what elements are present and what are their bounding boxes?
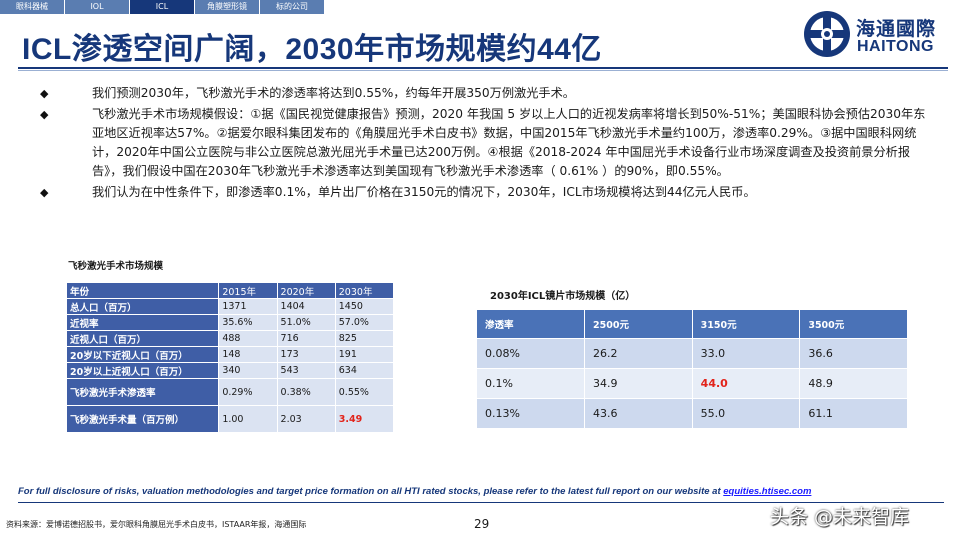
table-row: 0.1% 34.9 44.0 48.9: [475, 368, 908, 399]
tab-ortho-k[interactable]: 角膜塑形镜: [195, 0, 259, 14]
table-cell: 1404: [276, 298, 336, 315]
disclaimer-link[interactable]: equities.htisec.com: [723, 486, 812, 497]
diamond-bullet-icon: ◆: [40, 186, 49, 199]
header-cell: 2500元: [584, 309, 693, 339]
table-cell: 1.00: [218, 405, 278, 433]
icl-table-title: 2030年ICL镜片市场规模（亿）: [490, 291, 636, 302]
table-row: 飞秒激光手术量（百万例） 1.00 2.03 3.49: [65, 405, 395, 433]
row-label: 总人口（百万）: [65, 298, 220, 315]
row-label: 近视人口（百万）: [65, 330, 220, 347]
highlighted-cell: 3.49: [334, 405, 395, 433]
table-header-row: 渗透率 2500元 3150元 3500元: [475, 309, 908, 339]
tab-icl[interactable]: ICL: [130, 0, 194, 14]
disclaimer-text: For full disclosure of risks, valuation …: [18, 486, 721, 497]
page-title: ICL渗透空间广阔，2030年市场规模约44亿: [22, 33, 602, 66]
table-cell: 51.0%: [276, 314, 336, 331]
tab-target-companies[interactable]: 标的公司: [260, 0, 324, 14]
page-number: 29: [474, 517, 490, 531]
header-cell: 2020年: [276, 282, 336, 299]
table-row: 0.13% 43.6 55.0 61.1: [475, 398, 908, 429]
table-cell: 716: [276, 330, 336, 347]
table-cell: 0.29%: [218, 378, 278, 406]
table-row: 近视人口（百万） 488 716 825: [65, 330, 395, 347]
table-cell: 0.38%: [276, 378, 336, 406]
bullet-item: ◆ 我们认为在中性条件下，即渗透率0.1%，单片出厂价格在3150元的情况下，2…: [40, 183, 928, 202]
table-header-row: 年份 2015年 2020年 2030年: [65, 282, 395, 299]
table-cell: 43.6: [584, 398, 693, 429]
table-cell: 340: [218, 362, 278, 379]
table-row: 20岁以下近视人口（百万） 148 173 191: [65, 346, 395, 363]
logo-english-name: HAITONG: [857, 38, 934, 55]
tab-iol[interactable]: IOL: [65, 0, 129, 14]
table-cell: 825: [334, 330, 395, 347]
table-cell: 57.0%: [334, 314, 395, 331]
row-label: 0.08%: [475, 338, 586, 369]
row-label: 0.1%: [475, 368, 586, 399]
femto-market-table: 年份 2015年 2020年 2030年 总人口（百万） 1371 1404 1…: [65, 282, 395, 433]
header-cell: 2015年: [218, 282, 278, 299]
table-row: 0.08% 26.2 33.0 36.6: [475, 338, 908, 369]
table-cell: 34.9: [584, 368, 693, 399]
header-cell: 渗透率: [475, 309, 586, 339]
table-row: 总人口（百万） 1371 1404 1450: [65, 298, 395, 315]
table-cell: 634: [334, 362, 395, 379]
bullet-text: 我们认为在中性条件下，即渗透率0.1%，单片出厂价格在3150元的情况下，203…: [92, 185, 756, 199]
source-note: 资料来源：爱博诺德招股书，爱尔眼科角膜屈光手术白皮书，ISTAAR年报，海通国际: [6, 520, 307, 529]
header-divider-thin: [18, 70, 948, 71]
row-label: 20岁以上近视人口（百万）: [65, 362, 220, 379]
table-cell: 36.6: [799, 338, 908, 369]
diamond-bullet-icon: ◆: [40, 87, 49, 100]
table-cell: 191: [334, 346, 395, 363]
table-cell: 35.6%: [218, 314, 278, 331]
header-cell: 年份: [65, 282, 220, 299]
table-cell: 2.03: [276, 405, 336, 433]
header-cell: 2030年: [334, 282, 395, 299]
table-cell: 26.2: [584, 338, 693, 369]
row-label: 0.13%: [475, 398, 586, 429]
table-cell: 61.1: [799, 398, 908, 429]
icl-market-table: 渗透率 2500元 3150元 3500元 0.08% 26.2 33.0 36…: [475, 309, 908, 429]
row-label: 近视率: [65, 314, 220, 331]
bullet-list: ◆ 我们预测2030年，飞秒激光手术的渗透率将达到0.55%，约每年开展350万…: [40, 84, 928, 204]
haitong-logo: 海通國際 HAITONG: [800, 8, 950, 60]
header-cell: 3500元: [799, 309, 908, 339]
diamond-bullet-icon: ◆: [40, 108, 49, 121]
bullet-item: ◆ 我们预测2030年，飞秒激光手术的渗透率将达到0.55%，约每年开展350万…: [40, 84, 928, 103]
table-cell: 173: [276, 346, 336, 363]
bullet-text: 我们预测2030年，飞秒激光手术的渗透率将达到0.55%，约每年开展350万例激…: [92, 86, 575, 100]
table-cell: 48.9: [799, 368, 908, 399]
table-row: 近视率 35.6% 51.0% 57.0%: [65, 314, 395, 331]
row-label: 飞秒激光手术渗透率: [65, 378, 220, 406]
section-tabs: 眼科器械 IOL ICL 角膜塑形镜 标的公司: [0, 0, 325, 14]
bullet-text: 飞秒激光手术市场规模假设：①据《国民视觉健康报告》预测，2020 年我国 5 岁…: [92, 107, 926, 178]
watermark: 头条 @未来智库: [770, 506, 910, 528]
table-cell: 0.55%: [334, 378, 395, 406]
femto-table-title: 飞秒激光手术市场规模: [68, 261, 164, 272]
table-cell: 33.0: [691, 338, 801, 369]
haitong-emblem-icon: [804, 11, 850, 57]
table-cell: 488: [218, 330, 278, 347]
highlighted-cell: 44.0: [691, 368, 801, 399]
header-cell: 3150元: [691, 309, 801, 339]
table-cell: 1371: [218, 298, 278, 315]
footer-divider: [18, 502, 944, 503]
disclaimer: For full disclosure of risks, valuation …: [18, 486, 811, 497]
tab-ophthalmic-devices[interactable]: 眼科器械: [0, 0, 64, 14]
logo-chinese-name: 海通國際: [856, 18, 937, 40]
table-cell: 543: [276, 362, 336, 379]
table-cell: 1450: [334, 298, 395, 315]
table-cell: 55.0: [691, 398, 801, 429]
header-divider: [18, 67, 948, 69]
row-label: 20岁以下近视人口（百万）: [65, 346, 220, 363]
table-cell: 148: [218, 346, 278, 363]
table-row: 飞秒激光手术渗透率 0.29% 0.38% 0.55%: [65, 378, 395, 406]
table-row: 20岁以上近视人口（百万） 340 543 634: [65, 362, 395, 379]
row-label: 飞秒激光手术量（百万例）: [65, 405, 220, 433]
bullet-item: ◆ 飞秒激光手术市场规模假设：①据《国民视觉健康报告》预测，2020 年我国 5…: [40, 105, 928, 181]
